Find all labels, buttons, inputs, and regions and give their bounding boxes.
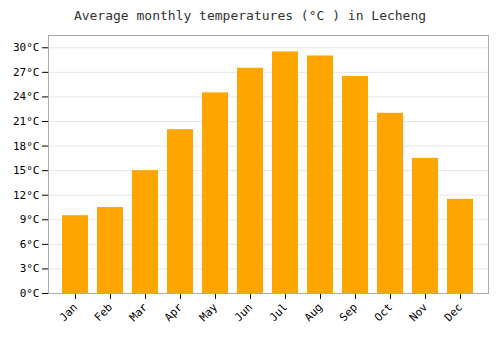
svg-text:6°C: 6°C xyxy=(20,238,40,251)
svg-text:18°C: 18°C xyxy=(13,140,40,153)
svg-text:Sep: Sep xyxy=(337,301,360,324)
svg-text:Mar: Mar xyxy=(127,300,151,324)
svg-text:Jun: Jun xyxy=(232,301,255,324)
svg-text:May: May xyxy=(197,300,221,324)
svg-text:12°C: 12°C xyxy=(13,189,40,202)
svg-text:Aug: Aug xyxy=(302,301,325,324)
svg-text:Feb: Feb xyxy=(92,301,115,324)
svg-text:Jul: Jul xyxy=(267,301,290,324)
svg-text:15°C: 15°C xyxy=(13,164,40,177)
svg-text:Apr: Apr xyxy=(162,300,186,324)
html-text:Average monthly temperatures (: Average monthly temperatures (°C ) in Le… xyxy=(73,8,427,23)
svg-text:9°C: 9°C xyxy=(20,213,40,226)
svg-text:0°C: 0°C xyxy=(20,287,40,300)
svg-text:27°C: 27°C xyxy=(13,66,40,79)
svg-text:21°C: 21°C xyxy=(13,115,40,128)
svg-text:Nov: Nov xyxy=(407,300,431,324)
svg-text:Oct: Oct xyxy=(372,301,395,324)
svg-text:Jan: Jan xyxy=(57,301,80,324)
svg-text:30°C: 30°C xyxy=(13,41,40,54)
svg-text:Dec: Dec xyxy=(442,301,465,324)
svg-text:24°C: 24°C xyxy=(13,90,40,103)
svg-text:3°C: 3°C xyxy=(20,262,40,275)
